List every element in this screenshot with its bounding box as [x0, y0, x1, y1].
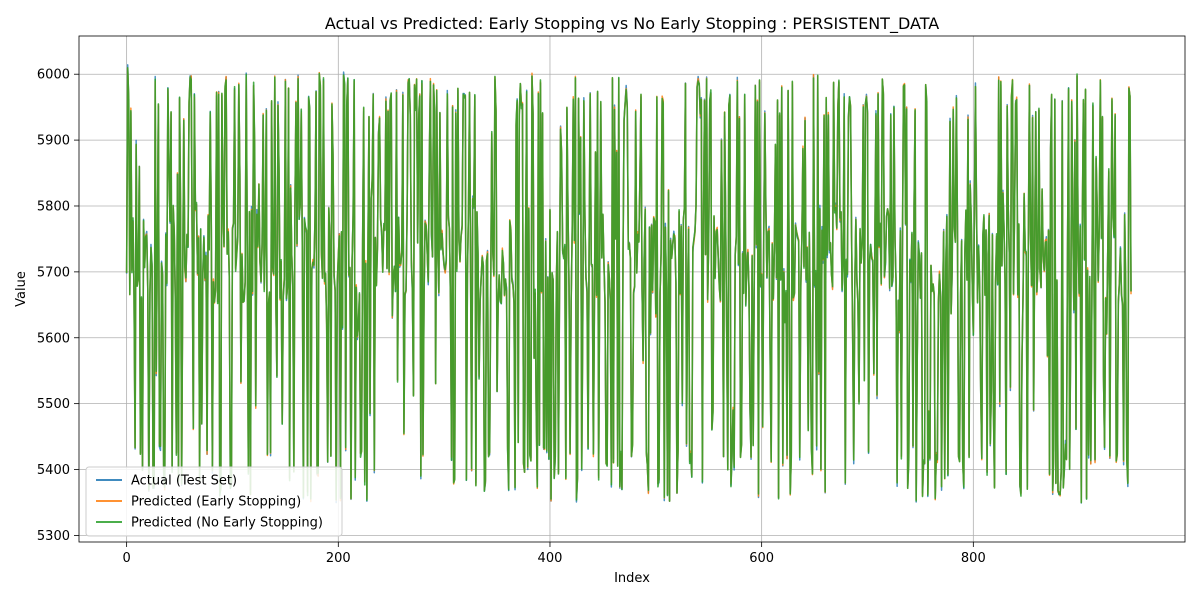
chart-title: Actual vs Predicted: Early Stopping vs N…: [325, 14, 939, 34]
x-tick-label: 0: [122, 551, 130, 566]
x-tick-label: 400: [538, 551, 563, 566]
y-tick-label: 5500: [37, 397, 70, 412]
legend-label: Predicted (Early Stopping): [131, 495, 301, 510]
y-tick-label: 5800: [37, 199, 70, 214]
x-tick-label: 600: [749, 551, 774, 566]
y-tick-label: 5600: [37, 331, 70, 346]
y-tick-label: 6000: [37, 68, 70, 83]
x-axis-label: Index: [614, 571, 650, 586]
x-tick-label: 800: [961, 551, 986, 566]
x-axis-ticks: 0 200 400 600 800: [122, 542, 986, 566]
legend-box: [85, 466, 343, 537]
legend-label: Predicted (No Early Stopping): [131, 516, 323, 531]
y-tick-label: 5700: [37, 265, 70, 280]
series-line-3: [125, 66, 1132, 504]
x-tick-label: 200: [326, 551, 351, 566]
legend-label: Actual (Test Set): [131, 474, 237, 489]
y-axis-label: Value: [14, 271, 29, 307]
y-tick-label: 5300: [37, 529, 70, 544]
y-tick-label: 5900: [37, 134, 70, 149]
legend: Actual (Test Set) Predicted (Early Stoppi…: [85, 466, 343, 537]
y-axis-ticks: 5300 5400 5500 5600 5700 5800 5900 6000: [37, 68, 79, 544]
series-lines: [125, 64, 1132, 504]
y-tick-label: 5400: [37, 463, 70, 478]
plot-frame: [78, 35, 1186, 543]
